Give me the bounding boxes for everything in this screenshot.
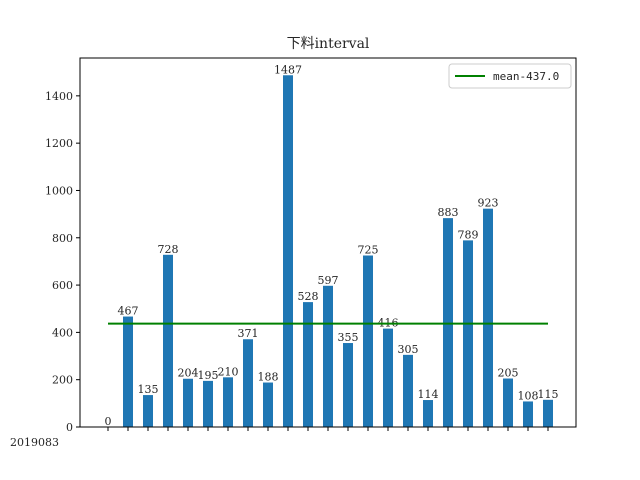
bar-value-label: 108 [518,389,539,402]
bar-value-label: 204 [178,367,199,380]
bar [163,254,173,427]
y-axis: 0 200 400 600 800 1000 1200 1400 [45,90,80,434]
chart-title: 下料interval [287,36,370,52]
bar [283,75,293,428]
bar-value-label: 355 [338,331,359,344]
legend-box [448,63,572,89]
bar [143,395,153,427]
y-tick-label: 600 [52,279,73,292]
bar [423,400,433,427]
bar-value-label: 135 [138,383,159,396]
legend-label: mean-437.0 [493,70,559,83]
bar-value-label: 371 [238,327,259,340]
bar [483,208,493,427]
bar-value-label: 210 [218,365,239,378]
y-tick-label: 1200 [45,137,73,150]
y-tick-label: 400 [52,326,73,339]
y-tick-label: 1400 [45,90,73,103]
bar-value-label: 305 [398,343,419,356]
bar-value-label: 195 [198,369,219,382]
bar [223,377,233,427]
bar-labels-group: 0 467 135 728 204 195 210 371 188 1487 528 597 355 72… [105,63,559,428]
bar-value-label: 597 [318,274,339,287]
bar-value-label: 883 [438,206,459,219]
bar-value-label: 115 [538,388,559,401]
bars-group [123,75,553,428]
bar-value-label: 789 [458,228,479,241]
x-axis: 2019083 [10,427,549,449]
y-tick-label: 1000 [45,184,73,197]
bar [523,401,533,427]
bar-value-label: 114 [418,388,439,401]
bar-value-label: 0 [105,415,112,428]
bar [183,378,193,427]
bar-value-label: 1487 [274,63,302,76]
bar [203,380,213,427]
bar [363,255,373,427]
y-tick-label: 800 [52,232,73,245]
bar [403,354,413,427]
bar-value-label: 728 [158,243,179,256]
bar [543,399,553,427]
bar-value-label: 467 [118,305,139,318]
bar [263,382,273,427]
bar [323,285,333,427]
bar [383,328,393,427]
x-tick-labels-overlap: 2019083 [10,436,59,449]
bar [463,240,473,427]
bar [503,378,513,427]
bar [443,218,453,427]
y-tick-label: 0 [66,421,73,434]
legend: mean-437.0 [448,63,572,89]
bar [343,343,353,427]
y-tick-label: 200 [52,374,73,387]
bar-value-label: 188 [258,371,279,384]
bar-value-label: 923 [478,197,499,210]
bar-value-label: 725 [358,244,379,257]
bar [243,339,253,427]
bar [303,302,313,427]
bar [123,316,133,427]
bar-value-label: 205 [498,367,519,380]
bar-value-label: 528 [298,290,319,303]
